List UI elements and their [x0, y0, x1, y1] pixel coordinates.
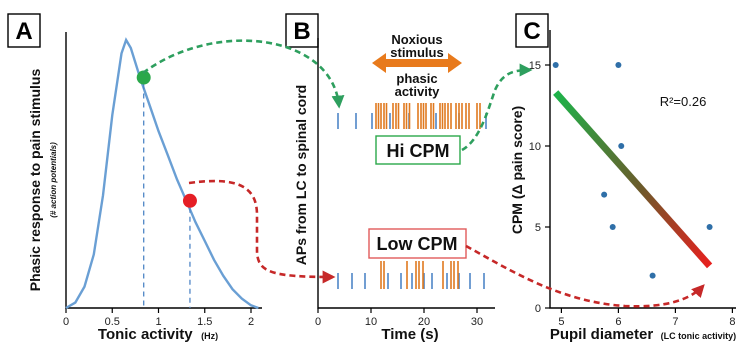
- green-arrow-a-to-b: [142, 39, 345, 109]
- panel-b-x-tick-label: 10: [365, 316, 377, 328]
- green-arrow-b-to-c: [461, 63, 533, 152]
- panel-b-x-label: Time (s): [381, 326, 438, 343]
- scatter-point: [615, 62, 622, 68]
- phasic-activity-line2: activity: [395, 84, 441, 99]
- panel-c-y-tick-label: 5: [535, 222, 541, 234]
- panel-b-y-label: APs from LC to spinal cord: [293, 85, 309, 265]
- scatter-point: [706, 224, 713, 230]
- panel-b-x-tick-label: 0: [315, 316, 321, 328]
- panel-a-x-tick-label: 2: [248, 316, 254, 328]
- hi-cpm-label: Hi CPM: [387, 141, 450, 161]
- low-cpm-label: Low CPM: [377, 234, 458, 254]
- panel-b-label-box: [285, 13, 319, 48]
- red-arrow-b-to-c: [465, 244, 705, 308]
- panel-b-letter: B: [293, 18, 310, 45]
- scatter-point: [552, 62, 559, 68]
- r-squared-annotation: R²=0.26: [660, 94, 707, 109]
- noxious-stimulus-line2: stimulus: [390, 45, 443, 60]
- panel-a-axes: [65, 32, 262, 309]
- hi-cpm-spike-train: [337, 103, 487, 129]
- panel-c-x-ticks: 5 6 7 8: [558, 308, 735, 328]
- phasic-activity-line1: phasic: [396, 71, 437, 86]
- panel-c-y-tick-label: 0: [535, 303, 541, 315]
- panel-a-y-sublabel: (# action potentials): [49, 142, 58, 218]
- panel-a-x-label: Tonic activity (Hz): [98, 326, 218, 343]
- panel-a-label-box: [7, 13, 41, 48]
- panel-b-x-tick-label: 30: [471, 316, 483, 328]
- regression-fit-line: [553, 90, 713, 269]
- green-marker-dot: [136, 70, 151, 85]
- scatter-point: [601, 191, 608, 198]
- panel-c-x-tick-label: 5: [558, 316, 564, 328]
- panel-a-x-tick-label: 1.5: [197, 316, 212, 328]
- red-marker-dot: [182, 193, 197, 208]
- panel-c-x-label: Pupil diameter (LC tonic activity): [550, 326, 736, 343]
- panel-c-x-tick-label: 6: [615, 316, 621, 328]
- panel-a: A 0 0.5 1 1.5 2 Phasic response to pain stim…: [7, 13, 262, 343]
- low-cpm-spike-train: [337, 261, 485, 289]
- panel-c-letter: C: [523, 18, 540, 45]
- panel-a-letter: A: [15, 18, 32, 45]
- panel-c-y-label: CPM (Δ pain score): [509, 106, 525, 234]
- panel-c-y-ticks: 0 5 10 15: [529, 60, 550, 315]
- scatter-point: [618, 143, 625, 149]
- red-arrow-a-to-b: [188, 179, 336, 284]
- panel-b: B 0 10 20 30 APs from LC to spinal cord Tim…: [285, 13, 495, 343]
- panel-c-x-tick-label: 8: [729, 316, 735, 328]
- panel-b-x-ticks: 0 10 20 30: [315, 308, 483, 328]
- noxious-stimulus-line1: Noxious: [391, 32, 442, 47]
- low-cpm-box: [368, 228, 467, 259]
- panel-c-y-tick-label: 10: [529, 141, 541, 153]
- scatter-point: [609, 224, 616, 230]
- scatter-points: [552, 62, 713, 279]
- panel-a-x-tick-label: 1: [155, 316, 161, 328]
- panel-b-x-tick-label: 20: [418, 316, 430, 328]
- panel-a-y-label: Phasic response to pain stimulus: [27, 69, 43, 292]
- panel-c-y-tick-label: 15: [529, 60, 541, 72]
- panel-a-x-tick-label: 0: [63, 316, 69, 328]
- panel-a-x-tick-label: 0.5: [105, 316, 120, 328]
- double-headed-arrow-icon: [372, 53, 462, 73]
- scatter-point: [649, 272, 656, 279]
- hi-cpm-box: [375, 135, 461, 165]
- panel-c: C 5 6 7 8 0 5 10 15 CPM (Δ pain score) Pupil d…: [509, 13, 736, 343]
- panel-c-label-box: [515, 13, 549, 48]
- panel-a-x-ticks: 0 0.5 1 1.5 2: [63, 308, 254, 328]
- panel-c-x-tick-label: 7: [672, 316, 678, 328]
- phasic-response-curve: [65, 37, 259, 310]
